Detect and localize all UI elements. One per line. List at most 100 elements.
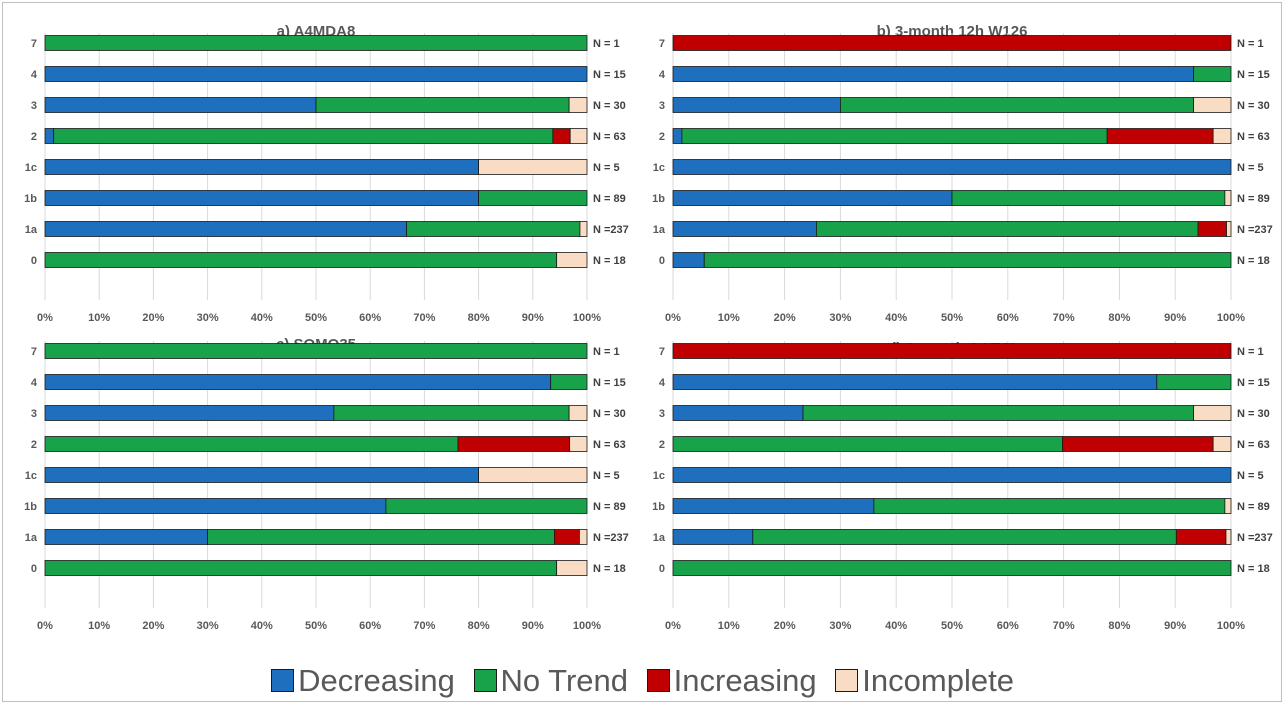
n-label: N = 89	[1237, 193, 1270, 205]
n-label: N = 63	[1237, 131, 1270, 143]
chart-panel-4: d) 3-month AOT400%10%20%30%40%50%60%70%8…	[652, 340, 1273, 632]
x-tick-label: 10%	[718, 620, 740, 632]
y-tick-label: 0	[659, 563, 665, 575]
bar-segment-no-trend-4	[1193, 66, 1232, 82]
x-tick-label: 20%	[774, 312, 796, 324]
bar-segment-incomplete-2	[569, 128, 588, 144]
bar-segment-decreasing-1b	[44, 498, 387, 514]
y-tick-label: 0	[31, 563, 37, 575]
n-label: N =237	[593, 532, 629, 544]
y-tick-label: 1c	[653, 470, 665, 482]
bar-segment-increasing-2	[457, 436, 571, 452]
n-label: N = 63	[593, 439, 626, 451]
x-tick-label: 50%	[305, 620, 327, 632]
y-tick-label: 1b	[24, 193, 37, 205]
legend-label-increasing: Increasing	[673, 663, 817, 698]
y-tick-label: 1a	[25, 224, 38, 236]
bar-segment-no-trend-3	[333, 405, 570, 421]
bar-segment-decreasing-3	[44, 405, 335, 421]
bar-segment-no-trend-0	[672, 560, 1232, 576]
bar-segment-decreasing-1b	[44, 190, 480, 206]
bar-segment-no-trend-7	[44, 35, 588, 51]
y-tick-label: 0	[659, 255, 665, 267]
x-tick-label: 30%	[829, 620, 851, 632]
y-tick-label: 1a	[653, 532, 666, 544]
y-tick-label: 3	[31, 408, 37, 420]
n-label: N = 1	[1237, 38, 1264, 50]
n-label: N = 1	[1237, 346, 1264, 358]
bar-segment-decreasing-1c	[672, 159, 1232, 175]
x-tick-label: 20%	[774, 620, 796, 632]
bar-segment-incomplete-3	[568, 97, 588, 113]
legend-item-no-trend: No Trend	[473, 663, 628, 699]
x-tick-label: 10%	[88, 312, 110, 324]
n-label: N =237	[1237, 224, 1273, 236]
bar-segment-increasing-1a	[1175, 529, 1227, 545]
n-label: N = 18	[1237, 255, 1270, 267]
bar-segment-incomplete-1b	[1224, 190, 1232, 206]
y-tick-label: 7	[659, 38, 665, 50]
bar-segment-no-trend-3	[802, 405, 1195, 421]
x-tick-label: 80%	[1108, 620, 1130, 632]
n-label: N =237	[1237, 532, 1273, 544]
bar-segment-no-trend-1b	[478, 190, 588, 206]
bar-segment-decreasing-0	[672, 252, 705, 268]
y-tick-label: 7	[31, 346, 37, 358]
n-label: N = 5	[593, 162, 620, 174]
y-tick-label: 1c	[653, 162, 665, 174]
y-tick-label: 2	[31, 439, 37, 451]
n-label: N = 5	[1237, 162, 1264, 174]
y-tick-label: 1c	[25, 470, 37, 482]
x-tick-label: 40%	[885, 620, 907, 632]
bar-segment-decreasing-1b	[672, 498, 875, 514]
y-tick-label: 4	[659, 69, 666, 81]
bar-segment-no-trend-4	[550, 374, 588, 390]
bar-segment-no-trend-0	[44, 560, 558, 576]
y-tick-label: 1a	[25, 532, 38, 544]
bar-segment-incomplete-1c	[478, 467, 588, 483]
n-label: N = 89	[593, 501, 626, 513]
bar-segment-decreasing-1c	[672, 467, 1232, 483]
bar-segment-no-trend-2	[53, 128, 554, 144]
n-label: N = 63	[1237, 439, 1270, 451]
bar-segment-decreasing-1a	[44, 221, 407, 237]
x-tick-label: 40%	[885, 312, 907, 324]
n-label: N =237	[593, 224, 629, 236]
bar-segment-incomplete-0	[556, 560, 588, 576]
x-tick-label: 90%	[1164, 312, 1186, 324]
x-tick-label: 100%	[573, 312, 601, 324]
legend-item-decreasing: Decreasing	[271, 663, 455, 699]
bar-segment-decreasing-2	[44, 128, 55, 144]
y-tick-label: 1a	[653, 224, 666, 236]
bar-segment-decreasing-3	[672, 405, 804, 421]
x-tick-label: 50%	[305, 312, 327, 324]
bar-segment-incomplete-3	[568, 405, 588, 421]
bar-segment-no-trend-4	[1156, 374, 1232, 390]
bar-segment-incomplete-0	[556, 252, 588, 268]
bar-segment-incomplete-3	[1193, 97, 1232, 113]
bar-segment-incomplete-1b	[1224, 498, 1232, 514]
bar-segment-decreasing-3	[672, 97, 841, 113]
n-label: N = 15	[593, 377, 626, 389]
legend-swatch-increasing	[646, 669, 670, 692]
bar-segment-incomplete-3	[1193, 405, 1232, 421]
legend-item-increasing: Increasing	[646, 663, 817, 699]
bar-segment-no-trend-2	[672, 436, 1063, 452]
x-tick-label: 0%	[665, 620, 681, 632]
y-tick-label: 3	[31, 100, 37, 112]
x-tick-label: 80%	[468, 312, 490, 324]
bar-segment-decreasing-1b	[672, 190, 953, 206]
x-tick-label: 30%	[197, 312, 219, 324]
y-tick-label: 2	[659, 131, 665, 143]
bar-segment-incomplete-2	[569, 436, 588, 452]
legend-label-incomplete: Incomplete	[862, 663, 1014, 698]
bar-segment-decreasing-1a	[672, 221, 817, 237]
bar-segment-no-trend-0	[44, 252, 558, 268]
bar-segment-incomplete-2	[1212, 128, 1232, 144]
x-tick-label: 40%	[251, 620, 273, 632]
bar-segment-increasing-1a	[554, 529, 580, 545]
bar-segment-no-trend-2	[681, 128, 1108, 144]
n-label: N = 5	[1237, 470, 1264, 482]
